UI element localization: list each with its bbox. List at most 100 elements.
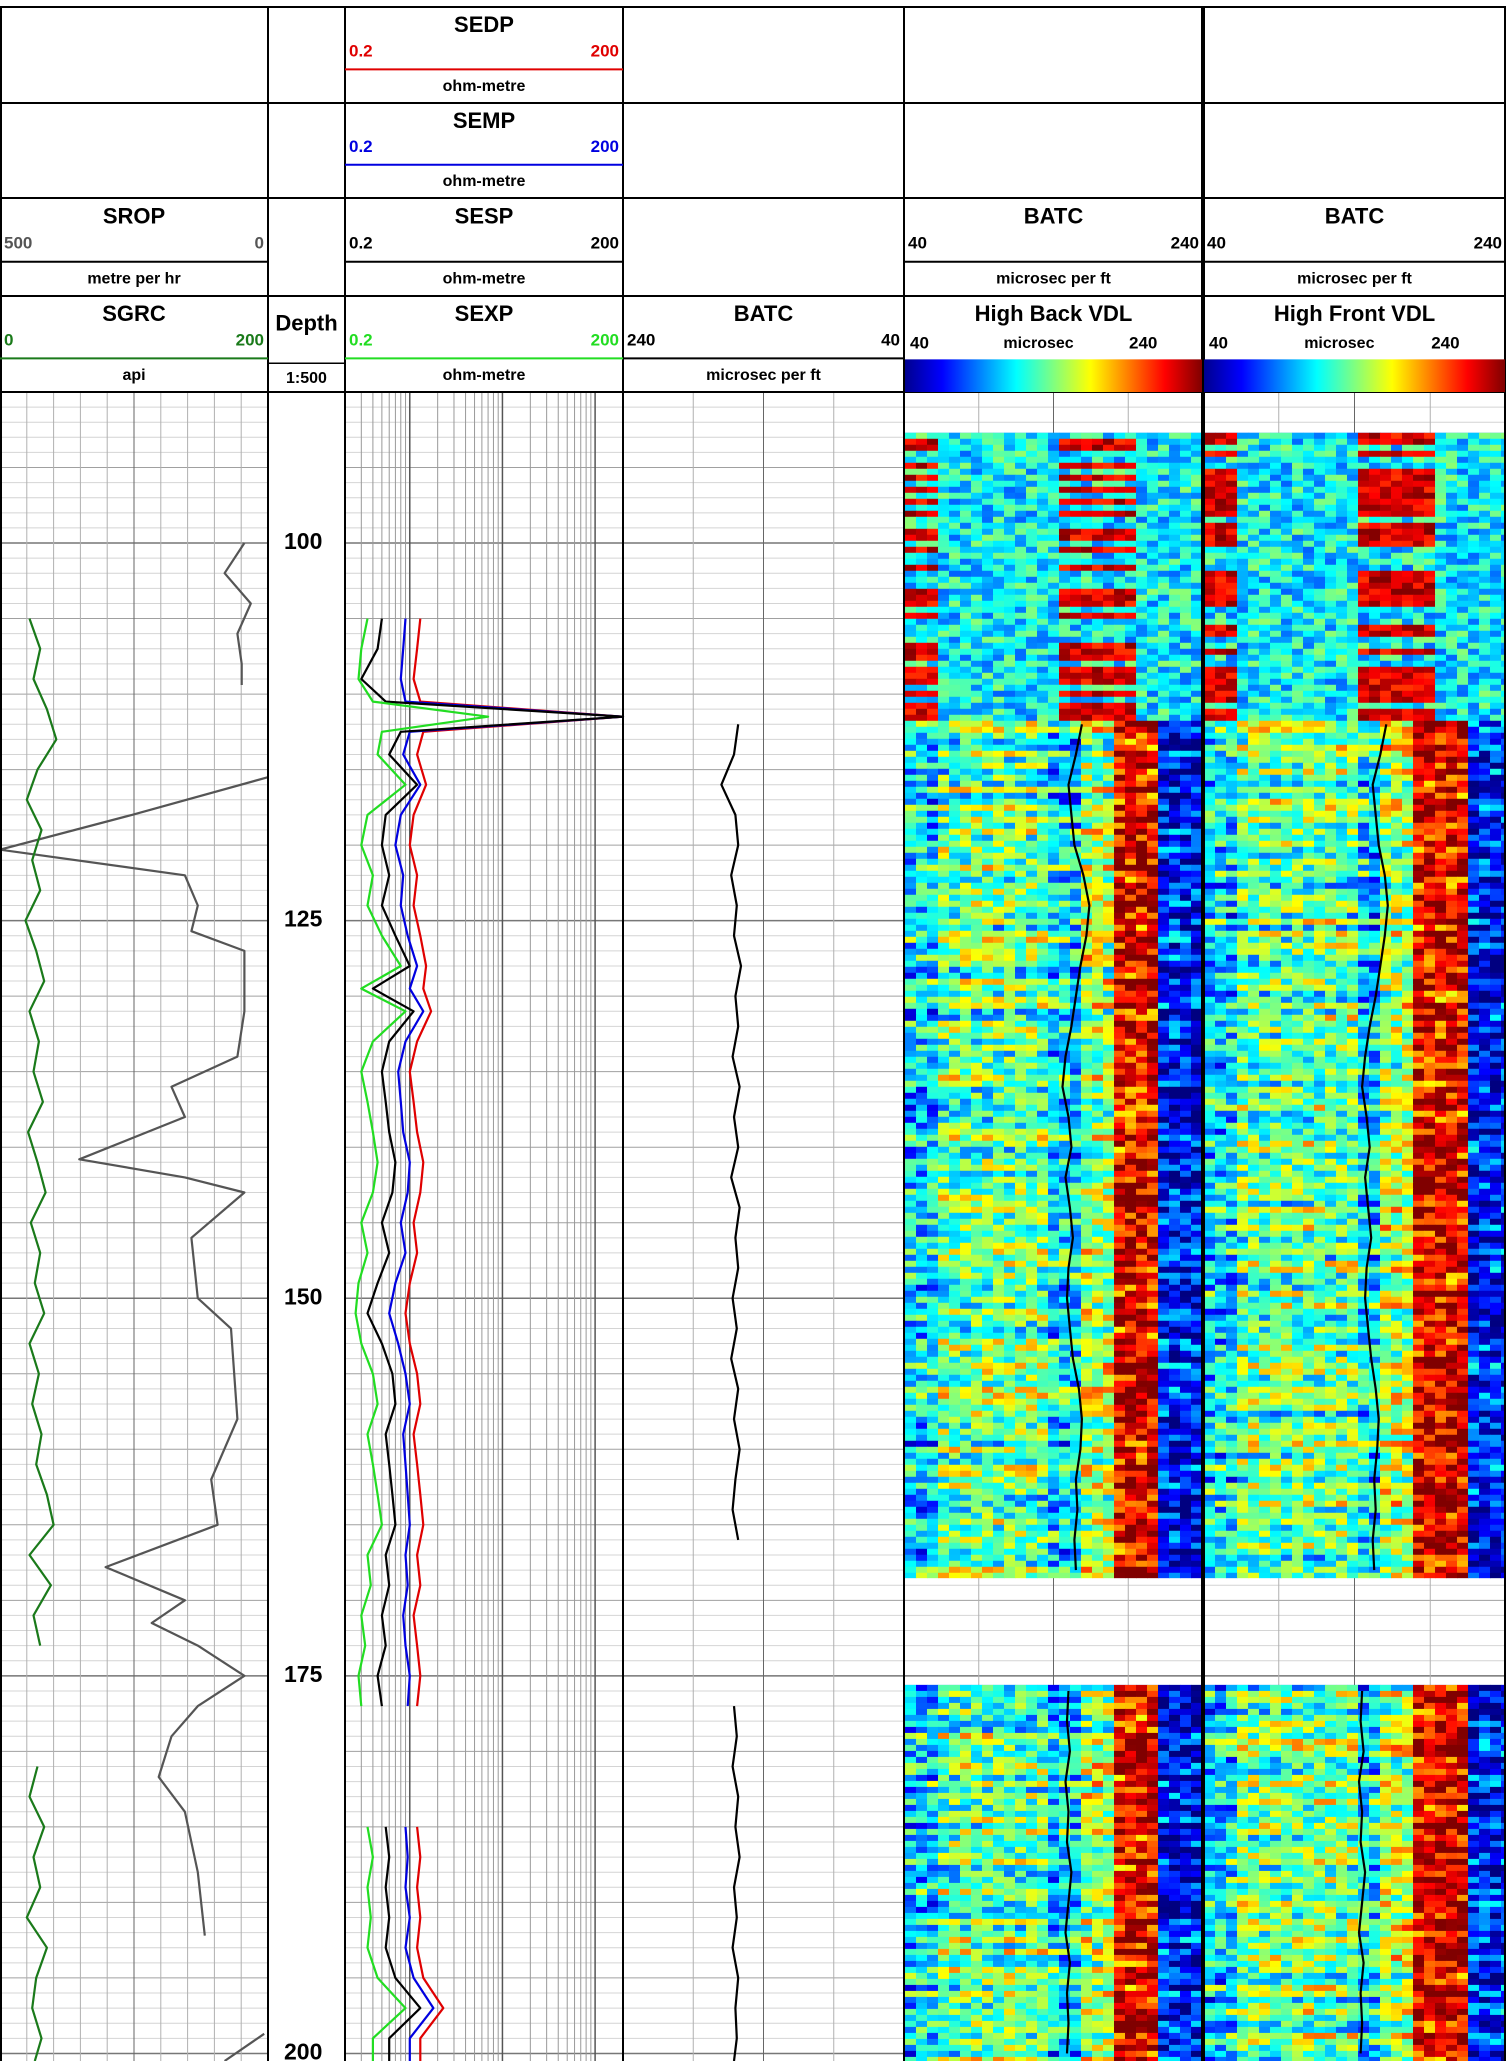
vdl-texture bbox=[1070, 1189, 1082, 1196]
vdl-texture bbox=[982, 715, 994, 722]
vdl-texture bbox=[982, 1333, 994, 1340]
vdl-texture bbox=[1158, 853, 1170, 860]
vdl-texture bbox=[949, 529, 961, 536]
vdl-texture bbox=[971, 703, 983, 710]
vdl-texture bbox=[938, 553, 950, 560]
vdl-texture bbox=[1136, 1285, 1148, 1292]
vdl-texture bbox=[1004, 1261, 1016, 1268]
vdl-texture bbox=[1103, 937, 1115, 944]
vdl-texture bbox=[1125, 649, 1137, 656]
vdl-texture bbox=[1158, 1249, 1170, 1256]
vdl-texture bbox=[960, 1183, 972, 1190]
vdl-texture bbox=[1015, 769, 1027, 776]
vdl-texture bbox=[949, 1327, 961, 1334]
vdl-texture bbox=[960, 871, 972, 878]
vdl-texture bbox=[1103, 811, 1115, 818]
vdl-texture bbox=[1015, 877, 1027, 884]
vdl-texture bbox=[1037, 487, 1049, 494]
vdl-texture bbox=[1070, 433, 1082, 440]
vdl-texture bbox=[1191, 925, 1203, 932]
vdl-texture bbox=[1114, 1381, 1126, 1388]
vdl-texture bbox=[1191, 799, 1203, 806]
vdl-texture bbox=[1158, 1285, 1170, 1292]
vdl-texture bbox=[1180, 1327, 1192, 1334]
vdl-texture bbox=[1015, 859, 1027, 866]
vdl-texture bbox=[1125, 1177, 1137, 1184]
vdl-texture bbox=[1125, 847, 1137, 854]
vdl-texture bbox=[1158, 1135, 1170, 1142]
vdl-texture bbox=[916, 757, 928, 764]
vdl-texture bbox=[1180, 583, 1192, 590]
vdl-texture bbox=[1004, 1249, 1016, 1256]
vdl-texture bbox=[1169, 457, 1181, 464]
vdl-texture bbox=[916, 529, 928, 536]
vdl-texture bbox=[1026, 631, 1038, 638]
vdl-texture bbox=[1158, 553, 1170, 560]
vdl-texture bbox=[916, 1075, 928, 1082]
vdl-texture bbox=[960, 517, 972, 524]
vdl-texture bbox=[993, 613, 1005, 620]
vdl-texture bbox=[1081, 1129, 1093, 1136]
vdl-texture bbox=[1081, 751, 1093, 758]
vdl-texture bbox=[1114, 973, 1126, 980]
vdl-texture bbox=[1147, 799, 1159, 806]
vdl-texture bbox=[1015, 721, 1027, 728]
vdl-texture bbox=[916, 1063, 928, 1070]
vdl-texture bbox=[1103, 859, 1115, 866]
vdl-texture bbox=[1158, 1303, 1170, 1310]
vdl-texture bbox=[960, 817, 972, 824]
vdl-texture bbox=[1191, 523, 1203, 530]
vdl-texture bbox=[1191, 805, 1203, 812]
vdl-texture bbox=[1103, 817, 1115, 824]
vdl-texture bbox=[938, 1183, 950, 1190]
vdl-texture bbox=[1147, 961, 1159, 968]
vdl-texture bbox=[982, 475, 994, 482]
vdl-texture bbox=[1092, 679, 1104, 686]
vdl-texture bbox=[949, 889, 961, 896]
vdl-texture bbox=[1081, 1261, 1093, 1268]
vdl-texture bbox=[1191, 823, 1203, 830]
vdl-texture bbox=[905, 1129, 917, 1136]
vdl-texture bbox=[1147, 1033, 1159, 1040]
vdl-texture bbox=[1081, 661, 1093, 668]
vdl-texture bbox=[1169, 1093, 1181, 1100]
vdl-texture bbox=[1048, 613, 1060, 620]
vdl-texture bbox=[1026, 1381, 1038, 1388]
vdl-texture bbox=[1004, 1369, 1016, 1376]
vdl-texture bbox=[982, 805, 994, 812]
vdl-texture bbox=[1191, 877, 1203, 884]
vdl-texture bbox=[1103, 955, 1115, 962]
vdl-texture bbox=[1015, 811, 1027, 818]
vdl-texture bbox=[1004, 949, 1016, 956]
vdl-texture bbox=[1015, 865, 1027, 872]
vdl-texture bbox=[1092, 1327, 1104, 1334]
vdl-texture bbox=[1114, 439, 1126, 446]
vdl-texture bbox=[1015, 1291, 1027, 1298]
vdl-texture bbox=[1114, 1183, 1126, 1190]
vdl-texture bbox=[993, 919, 1005, 926]
vdl-texture bbox=[1191, 973, 1203, 980]
vdl-texture bbox=[916, 691, 928, 698]
vdl-texture bbox=[982, 955, 994, 962]
vdl-texture bbox=[905, 925, 917, 932]
vdl-texture bbox=[1081, 613, 1093, 620]
vdl-texture bbox=[1158, 1003, 1170, 1010]
vdl-texture bbox=[1136, 1219, 1148, 1226]
vdl-texture bbox=[960, 775, 972, 782]
vdl-texture bbox=[971, 559, 983, 566]
vdl-texture bbox=[927, 589, 939, 596]
vdl-texture bbox=[960, 901, 972, 908]
vdl-texture bbox=[1136, 1177, 1148, 1184]
vdl-texture bbox=[1004, 553, 1016, 560]
vdl-texture bbox=[993, 739, 1005, 746]
vdl-texture bbox=[1125, 559, 1137, 566]
vdl-texture bbox=[1048, 841, 1060, 848]
vdl-texture bbox=[1147, 943, 1159, 950]
vdl-texture bbox=[927, 1111, 939, 1118]
vdl-texture bbox=[927, 1147, 939, 1154]
vdl-texture bbox=[982, 691, 994, 698]
vdl-texture bbox=[927, 487, 939, 494]
vdl-texture bbox=[1147, 1057, 1159, 1064]
vdl-texture bbox=[960, 457, 972, 464]
vdl-texture bbox=[982, 1045, 994, 1052]
